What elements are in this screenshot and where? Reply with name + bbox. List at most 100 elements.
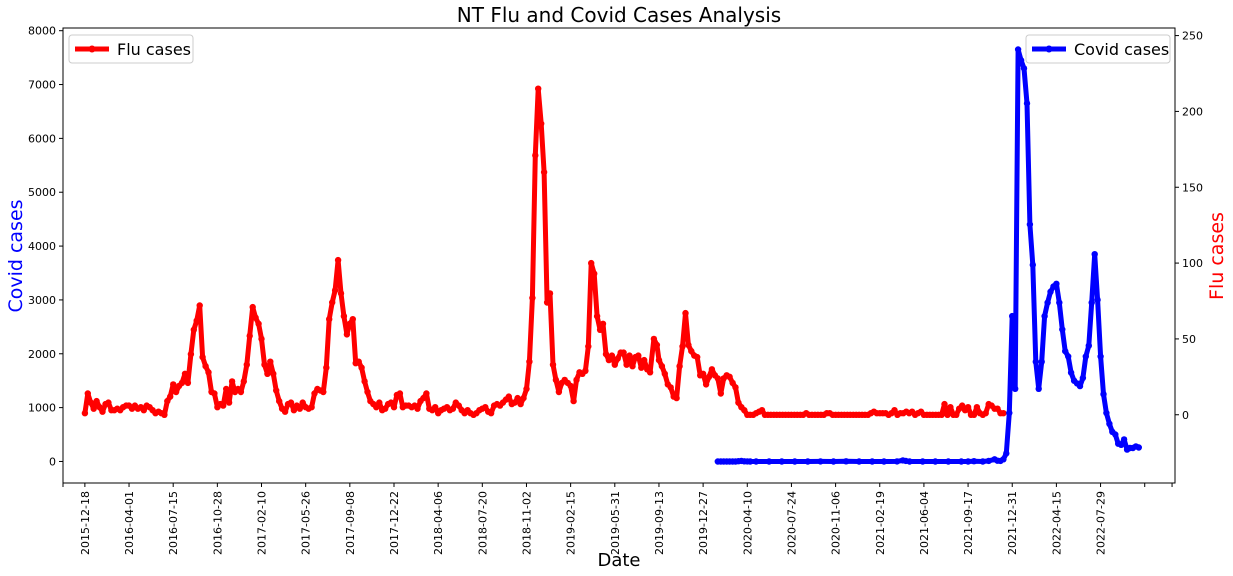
data-point	[1017, 57, 1025, 64]
data-point	[349, 316, 356, 323]
data-point	[596, 326, 604, 333]
data-point	[1009, 312, 1016, 320]
data-point	[638, 364, 645, 371]
right-tick-label: 0	[1182, 409, 1189, 422]
data-point	[1088, 299, 1095, 306]
data-point	[635, 352, 642, 359]
data-point	[255, 320, 262, 327]
data-point	[514, 394, 521, 402]
data-point	[717, 390, 724, 397]
data-point	[1100, 391, 1107, 398]
data-point	[1020, 65, 1028, 72]
data-point	[449, 405, 457, 412]
data-point	[758, 407, 766, 414]
data-point	[599, 320, 607, 327]
data-point	[225, 399, 233, 406]
data-point	[290, 407, 298, 414]
left-tick-label: 3000	[28, 294, 56, 307]
data-point	[869, 458, 876, 465]
data-point	[84, 390, 92, 397]
data-point	[1082, 353, 1090, 360]
data-point	[329, 299, 336, 306]
data-point	[1112, 431, 1119, 438]
data-point	[699, 370, 707, 377]
data-point	[287, 399, 295, 406]
data-point	[1012, 385, 1019, 392]
data-point	[199, 353, 206, 361]
data-point	[626, 352, 633, 359]
data-point	[223, 385, 230, 393]
data-point	[1091, 251, 1098, 258]
data-point	[270, 370, 277, 377]
x-tick-label: 2019-09-13	[653, 491, 666, 555]
data-point	[505, 393, 512, 400]
series-line	[82, 86, 1004, 418]
data-point	[184, 379, 192, 387]
data-point	[708, 366, 716, 373]
data-point	[906, 458, 913, 465]
data-point	[543, 299, 551, 306]
left-tick-label: 5000	[28, 186, 56, 199]
x-tick-label: 2019-05-31	[609, 491, 622, 555]
data-point	[261, 361, 268, 368]
data-point	[308, 404, 315, 411]
chart-title: NT Flu and Covid Cases Analysis	[457, 3, 781, 27]
data-point	[1003, 450, 1010, 457]
y-axis-label-right: Flu cases	[1206, 212, 1228, 300]
data-point	[1062, 347, 1069, 355]
data-point	[299, 399, 306, 406]
data-point	[959, 402, 966, 409]
data-point	[1014, 46, 1022, 53]
data-point	[982, 410, 989, 417]
data-point	[1047, 288, 1054, 295]
data-point	[676, 363, 683, 370]
x-axis: 2015-12-18 2016-04-01 2016-07-15 2016-10-28…	[62, 483, 1173, 555]
data-point	[655, 356, 663, 364]
data-point	[517, 400, 524, 408]
right-tick-label: 200	[1182, 105, 1203, 118]
data-point	[420, 394, 427, 402]
data-point	[1041, 312, 1048, 320]
data-point	[855, 458, 863, 465]
data-point	[1103, 409, 1110, 417]
data-point	[1067, 369, 1075, 376]
data-point	[945, 458, 952, 465]
data-point	[1085, 342, 1093, 349]
data-point	[523, 385, 530, 393]
data-point	[396, 390, 404, 397]
left-tick-label: 7000	[28, 79, 56, 92]
data-point	[661, 370, 668, 377]
data-point	[240, 378, 247, 385]
data-point	[941, 400, 948, 408]
data-point	[694, 353, 701, 361]
data-point	[167, 393, 174, 400]
data-point	[629, 363, 636, 370]
data-point	[673, 394, 680, 402]
data-point	[540, 168, 548, 176]
data-point	[178, 379, 186, 387]
data-point	[650, 335, 658, 343]
data-point	[817, 458, 824, 465]
data-point	[964, 404, 972, 411]
data-point	[193, 317, 200, 324]
data-point	[958, 458, 965, 465]
data-point	[994, 405, 1001, 412]
data-point	[423, 390, 430, 397]
data-point	[364, 388, 371, 396]
data-point	[667, 384, 674, 391]
x-tick-label: 2016-04-01	[123, 491, 136, 555]
data-point	[190, 326, 197, 333]
data-point	[880, 458, 888, 465]
data-point	[555, 388, 563, 396]
data-point	[414, 405, 421, 412]
data-point	[520, 394, 527, 402]
legend-covid-label: Covid cases	[1074, 40, 1169, 59]
data-point	[343, 331, 351, 338]
data-point	[1118, 441, 1125, 448]
legend-covid: Covid cases	[1025, 34, 1171, 64]
data-point	[1023, 100, 1031, 107]
data-point	[1065, 353, 1072, 360]
left-tick-label: 4000	[28, 240, 56, 253]
data-point	[1079, 374, 1087, 382]
data-point	[573, 376, 580, 384]
